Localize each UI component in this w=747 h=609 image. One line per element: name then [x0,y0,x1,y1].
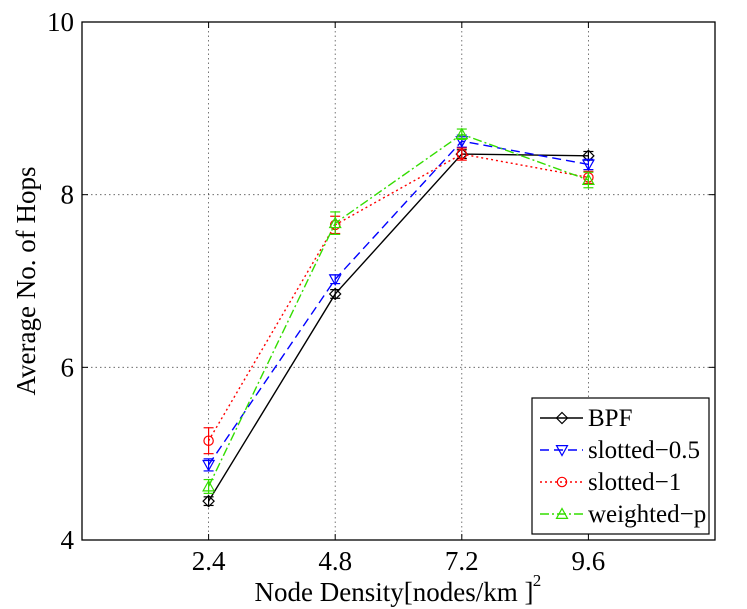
data-point [581,159,595,172]
data-point [456,148,468,160]
series-weighted-p [202,127,595,494]
y-tick-label: 8 [61,180,75,210]
legend-entry-bpf: BPF [540,405,632,432]
x-tick-label: 7.2 [445,546,479,576]
grid [82,22,715,540]
legend-marker [555,507,569,520]
legend-label: slotted−0.5 [588,437,700,464]
plot-area [81,21,716,541]
series-line [207,133,589,487]
legend-marker [556,476,568,488]
y-axis-label: Average No. of Hops [11,167,41,396]
data-point [202,459,216,472]
y-tick-label: 6 [61,352,75,382]
y-tick-label: 10 [47,7,74,37]
legend-label: slotted−1 [588,469,681,496]
legend-box [531,397,710,535]
series-slotted-0-5 [202,134,595,472]
x-axis-label: Node Density[nodes/km ] [255,577,534,607]
legend-label: BPF [588,405,632,432]
series-line [207,153,589,442]
x-axis-label-superscript: 2 [533,571,542,590]
x-tick-label: 2.4 [192,546,226,576]
axis-ticks: 2.4 4.8 7.2 9.6 4 6 8 10 [47,7,715,576]
x-tick-label: 4.8 [318,546,352,576]
legend: BPF slotted−0.5 slotted−1 weighted−p [531,397,710,535]
series-line [208,140,589,466]
legend-entry-weighted-p: weighted−p [540,501,706,528]
legend-entry-slotted-0-5: slotted−0.5 [540,437,700,464]
legend-marker [555,445,569,457]
legend-entry-slotted-1: slotted−1 [540,469,681,496]
data-point [328,216,342,229]
data-point [328,287,342,301]
series-group [202,127,595,508]
data-point [202,479,216,492]
data-point [203,435,214,446]
legend-label: weighted−p [588,501,706,528]
data-point [455,127,469,140]
x-tick-label: 9.6 [572,546,606,576]
data-point [328,274,342,287]
y-tick-label: 4 [61,525,75,555]
series-line [208,153,589,502]
data-point [581,173,595,185]
legend-marker [555,411,569,425]
data-point [202,494,215,508]
